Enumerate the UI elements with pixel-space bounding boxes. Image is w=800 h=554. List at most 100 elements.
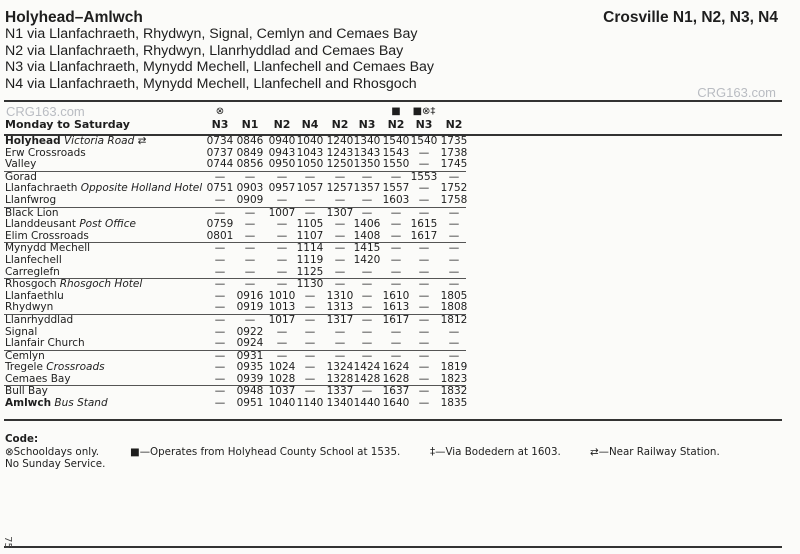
departure-time: — bbox=[304, 206, 316, 219]
departure-time: — bbox=[214, 193, 226, 206]
departure-time: 0922 bbox=[236, 325, 264, 338]
departure-time: — bbox=[304, 301, 316, 314]
departure-time: 1553 bbox=[410, 170, 438, 183]
departure-time: — bbox=[276, 253, 288, 266]
stop-name-cell: Llanfachraeth Opposite Holland Hotel bbox=[5, 183, 202, 195]
table-row: Llanfwrog — 0909 — — — — 1603 — 1758 bbox=[4, 193, 467, 207]
departure-time: — bbox=[361, 278, 373, 291]
departure-time: — bbox=[361, 337, 373, 350]
table-row: Elim Crossroads 0801 — — 1107 — 1408 — 1617 — bbox=[4, 229, 466, 243]
column-symbols: ⊗ bbox=[215, 106, 225, 117]
departure-time: 1350 bbox=[353, 158, 381, 171]
stop-name-cell: Llanfair Church bbox=[5, 337, 85, 350]
departure-time: 1324 bbox=[326, 361, 354, 374]
table-row: Gorad — — — — — — — 1553 — bbox=[4, 170, 466, 184]
departure-time: 1125 bbox=[296, 265, 324, 278]
departure-time: — bbox=[418, 182, 430, 195]
departure-time: — bbox=[276, 325, 288, 338]
departure-time: 1140 bbox=[296, 397, 324, 410]
stop-name-cell: Black Lion bbox=[5, 207, 59, 220]
departure-time: 1808 bbox=[440, 301, 468, 314]
departure-time: — bbox=[244, 229, 256, 242]
stop-name: Rhydwyn bbox=[5, 301, 54, 314]
departure-time: 1257 bbox=[326, 182, 354, 195]
departure-time: — bbox=[276, 349, 288, 362]
departure-time: 1617 bbox=[382, 313, 410, 326]
stop-name: Llanddeusant bbox=[5, 218, 76, 231]
departure-time: 0909 bbox=[236, 193, 264, 206]
stop-name: Cemaes Bay bbox=[5, 372, 71, 385]
stop-name-cell: Valley bbox=[5, 158, 37, 171]
departure-time: 1617 bbox=[410, 229, 438, 242]
departure-time: 1628 bbox=[382, 372, 410, 385]
stop-name-cell: Holyhead Victoria Road ⇄ bbox=[5, 135, 147, 148]
departure-time: — bbox=[418, 397, 430, 410]
stop-name-cell: Gorad bbox=[5, 171, 37, 184]
departure-time: 0935 bbox=[236, 361, 264, 374]
departure-time: 1557 bbox=[382, 182, 410, 195]
stop-name-cell: Cemlyn bbox=[5, 350, 45, 363]
column-route-n4: N4 bbox=[301, 118, 319, 131]
departure-time: — bbox=[276, 337, 288, 350]
stop-name: Valley bbox=[5, 158, 37, 171]
departure-time: — bbox=[214, 289, 226, 302]
departure-time: 1028 bbox=[268, 372, 296, 385]
watermark: CRG163.com bbox=[6, 104, 85, 119]
stop-name-cell: Rhydwyn bbox=[5, 302, 53, 314]
top-rule bbox=[4, 100, 782, 102]
departure-time: — bbox=[304, 170, 316, 183]
departure-time: — bbox=[361, 265, 373, 278]
departure-time: — bbox=[304, 361, 316, 374]
stop-name-cell: Llanfechell bbox=[5, 254, 62, 267]
departure-time: 0759 bbox=[206, 218, 234, 231]
departure-time: — bbox=[304, 325, 316, 338]
route-n1-description: N1 via Llanfachraeth, Rhydwyn, Signal, C… bbox=[5, 26, 418, 42]
table-row: Carreglefn — — — 1125 — — — — — bbox=[4, 265, 466, 279]
departure-time: — bbox=[334, 218, 346, 231]
departure-time: 1624 bbox=[382, 361, 410, 374]
departure-time: 1057 bbox=[296, 182, 324, 195]
departure-time: — bbox=[244, 218, 256, 231]
departure-time: — bbox=[214, 385, 226, 398]
table-row: Cemlyn — 0931 — — — — — — — bbox=[4, 349, 466, 363]
departure-time: — bbox=[361, 206, 373, 219]
departure-time: — bbox=[334, 265, 346, 278]
stop-name: Llanrhyddlad bbox=[5, 313, 74, 326]
stop-name-cell: Signal bbox=[5, 326, 37, 339]
departure-time: 0801 bbox=[206, 229, 234, 242]
departure-time: — bbox=[276, 265, 288, 278]
departure-time: 1243 bbox=[326, 146, 354, 159]
departure-time: 1615 bbox=[410, 218, 438, 231]
departure-time: — bbox=[361, 193, 373, 206]
days-of-operation: Monday to Saturday bbox=[5, 118, 130, 131]
departure-time: — bbox=[448, 278, 460, 291]
table-row: Llanfair Church — 0924 — — — — — — — bbox=[4, 337, 466, 350]
departure-time: — bbox=[361, 313, 373, 326]
departure-time: 0849 bbox=[236, 146, 264, 159]
stop-name: Mynydd Mechell bbox=[5, 242, 91, 255]
departure-time: — bbox=[304, 372, 316, 385]
departure-time: — bbox=[214, 361, 226, 374]
stop-detail: Rhosgoch Hotel bbox=[59, 278, 143, 291]
departure-time: 1050 bbox=[296, 158, 324, 171]
departure-time: 0924 bbox=[236, 337, 264, 350]
column-route-n2: N2 bbox=[387, 118, 405, 131]
departure-time: — bbox=[334, 193, 346, 206]
route-n2-description: N2 via Llanfachraeth, Rhydwyn, Llanrhydd… bbox=[5, 43, 404, 59]
departure-time: 1114 bbox=[296, 242, 324, 255]
stop-name-cell: Carreglefn bbox=[5, 266, 60, 279]
table-row: Cemaes Bay — 0939 1028 — 1328 1428 1628 — 1823 bbox=[4, 372, 467, 386]
departure-time: 1424 bbox=[353, 361, 381, 374]
code-schooldays: ⊗Schooldays only. bbox=[5, 446, 99, 458]
departure-time: 1745 bbox=[440, 158, 468, 171]
departure-time: — bbox=[334, 229, 346, 242]
departure-time: — bbox=[244, 242, 256, 255]
table-row: Black Lion — — 1007 — 1307 — — — — bbox=[4, 206, 466, 220]
railway-icon: ⇄ bbox=[134, 135, 147, 147]
stop-name-cell: Erw Crossroads bbox=[5, 147, 86, 160]
column-route-n1: N1 bbox=[241, 118, 259, 131]
departure-time: — bbox=[214, 206, 226, 219]
departure-time: 1543 bbox=[382, 146, 410, 159]
stop-detail: Bus Stand bbox=[54, 397, 108, 410]
departure-time: — bbox=[334, 170, 346, 183]
